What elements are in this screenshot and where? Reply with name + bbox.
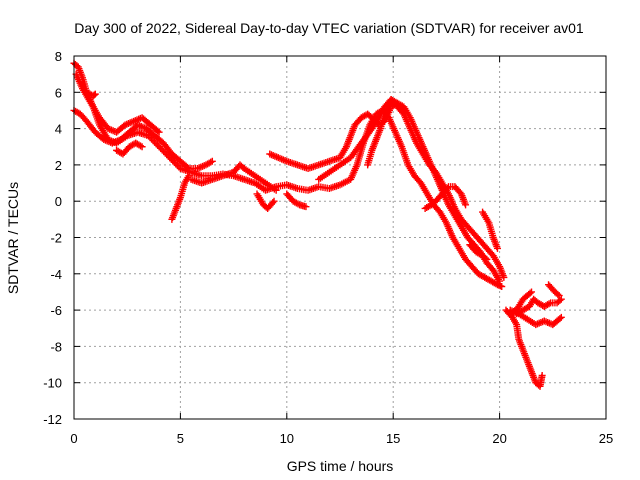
data-point bbox=[481, 254, 489, 262]
series-track-19 bbox=[508, 288, 536, 318]
data-point bbox=[545, 300, 553, 308]
x-tick-label: 25 bbox=[599, 431, 613, 446]
series-track-2 bbox=[70, 106, 216, 173]
data-point bbox=[538, 371, 546, 379]
data-point bbox=[556, 315, 564, 323]
data-point bbox=[137, 142, 144, 150]
series-track-4 bbox=[83, 88, 99, 100]
data-point bbox=[500, 273, 508, 281]
series-track-15 bbox=[479, 208, 501, 252]
y-tick-label: -2 bbox=[50, 231, 62, 246]
y-axis-label: SDTVAR / TECUs bbox=[5, 182, 21, 294]
data-point bbox=[555, 292, 563, 300]
data-point bbox=[158, 146, 166, 154]
axis-ticks bbox=[73, 55, 607, 420]
data-point bbox=[528, 288, 536, 296]
data-point bbox=[208, 157, 216, 165]
data-point bbox=[462, 201, 470, 209]
x-tick-label: 0 bbox=[70, 431, 77, 446]
data-point bbox=[152, 140, 160, 148]
series-track-14 bbox=[466, 241, 491, 263]
data-point bbox=[172, 160, 180, 168]
data-point bbox=[151, 138, 159, 146]
data-point bbox=[173, 161, 181, 169]
series-track-20 bbox=[545, 281, 563, 300]
series-track-1 bbox=[70, 59, 506, 291]
data-point bbox=[493, 244, 501, 252]
y-tick-label: -6 bbox=[50, 303, 62, 318]
tick-labels: 0 5 10 15 20 25 -12 -10 -8 -6 -4 -2 0 2 4 6 8 bbox=[43, 49, 613, 446]
data-point bbox=[294, 200, 302, 208]
data-point bbox=[399, 105, 407, 113]
y-tick-label: -4 bbox=[50, 267, 62, 282]
data-point bbox=[557, 313, 565, 321]
data-point bbox=[154, 127, 162, 135]
y-tick-label: 0 bbox=[55, 194, 62, 209]
y-tick-label: 6 bbox=[55, 85, 62, 100]
data-point bbox=[149, 137, 157, 145]
y-tick-label: -12 bbox=[43, 412, 62, 427]
y-tick-label: 2 bbox=[55, 158, 62, 173]
x-tick-label: 20 bbox=[492, 431, 506, 446]
data-point bbox=[496, 277, 504, 285]
data-point bbox=[557, 295, 565, 303]
data-point bbox=[526, 289, 534, 297]
data-point bbox=[185, 172, 193, 180]
series-track-5 bbox=[113, 139, 146, 158]
x-tick-label: 10 bbox=[280, 431, 294, 446]
data-point bbox=[272, 186, 280, 194]
data-point bbox=[91, 90, 99, 98]
data-point bbox=[157, 144, 165, 152]
data-point bbox=[166, 154, 174, 162]
series-track-10 bbox=[283, 190, 310, 211]
data-point bbox=[138, 143, 146, 151]
series-track-8 bbox=[253, 190, 278, 212]
y-tick-label: -8 bbox=[50, 339, 62, 354]
data-point bbox=[302, 203, 310, 211]
data-point bbox=[269, 199, 277, 207]
data-point bbox=[155, 128, 163, 136]
data-point bbox=[164, 152, 172, 160]
data-point bbox=[90, 91, 98, 99]
y-tick-label: -10 bbox=[43, 376, 62, 391]
y-tick-label: 4 bbox=[55, 122, 62, 137]
series-track-13 bbox=[421, 183, 470, 212]
data-point bbox=[554, 290, 562, 298]
series-track-12 bbox=[364, 96, 408, 169]
series-track-18 bbox=[513, 295, 565, 318]
chart-title: Day 300 of 2022, Sidereal Day-to-day VTE… bbox=[74, 20, 584, 36]
data-point bbox=[483, 255, 491, 263]
data-point bbox=[400, 106, 408, 114]
series-track-7 bbox=[187, 161, 280, 194]
data-point bbox=[207, 158, 215, 166]
x-tick-label: 15 bbox=[386, 431, 400, 446]
x-axis-label: GPS time / hours bbox=[287, 458, 394, 474]
data-point bbox=[183, 163, 191, 171]
data-point bbox=[498, 283, 506, 291]
y-tick-label: 8 bbox=[55, 49, 62, 64]
data-point bbox=[155, 143, 163, 151]
data-point bbox=[443, 184, 451, 192]
data-markers bbox=[70, 59, 565, 390]
data-point bbox=[154, 141, 162, 149]
x-tick-label: 5 bbox=[177, 431, 184, 446]
data-point bbox=[270, 197, 278, 205]
data-point bbox=[556, 296, 564, 304]
data-point bbox=[170, 158, 178, 166]
data-point bbox=[144, 132, 152, 140]
grid bbox=[74, 56, 606, 419]
